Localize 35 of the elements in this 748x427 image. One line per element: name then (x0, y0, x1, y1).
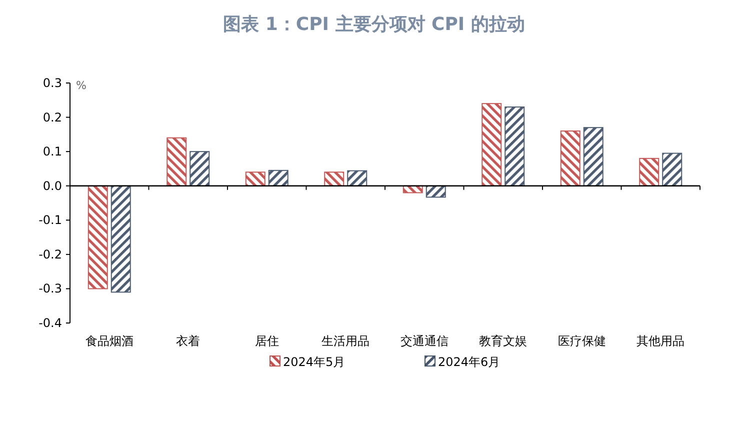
x-tick-label: 食品烟酒 (85, 334, 134, 348)
bar (482, 103, 502, 186)
y-tick-label: -0.2 (38, 247, 62, 262)
bar (166, 137, 187, 186)
x-tick-label: 衣着 (176, 334, 200, 348)
y-tick-label: 0.2 (42, 110, 62, 124)
x-tick-label: 居住 (254, 334, 279, 348)
y-tick-label: -0.1 (38, 213, 62, 228)
x-tick-label: 医疗保健 (558, 334, 606, 348)
bar (324, 172, 344, 186)
y-tick-label: 0.3 (42, 76, 62, 90)
bar (504, 106, 525, 186)
chart-title: 图表 1：CPI 主要分项对 CPI 的拉动 (223, 14, 525, 35)
bar (190, 151, 210, 186)
y-tick-label: -0.4 (38, 316, 62, 330)
y-axis-title: % (76, 79, 86, 92)
x-tick-label: 其他用品 (636, 334, 685, 348)
bar (426, 185, 446, 198)
y-tick-label: -0.3 (38, 282, 62, 296)
bar (347, 170, 368, 186)
bar (88, 185, 108, 290)
x-tick-label: 教育文娱 (479, 334, 528, 348)
bar (268, 170, 288, 186)
bar (245, 172, 266, 186)
x-tick-label: 交通通信 (400, 334, 448, 348)
bar (110, 185, 131, 293)
legend-label: 2024年5月 (283, 355, 346, 369)
x-tick-label: 生活用品 (322, 334, 370, 348)
y-tick-label: 0.1 (42, 144, 62, 159)
bar (583, 127, 604, 186)
legend-label: 2024年6月 (438, 355, 500, 369)
bar (560, 130, 580, 186)
y-tick-label: 0.0 (42, 178, 62, 193)
bar (662, 152, 682, 186)
bar (639, 158, 660, 186)
